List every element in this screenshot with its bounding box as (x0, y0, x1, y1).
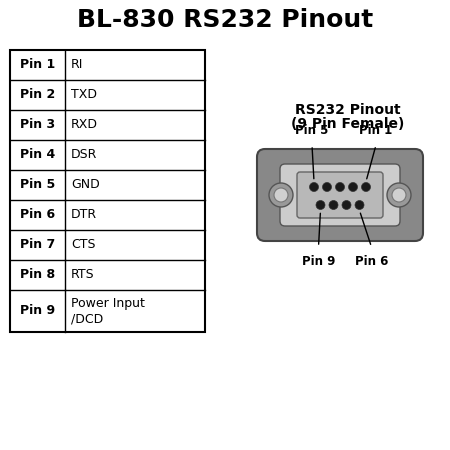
Text: Pin 1: Pin 1 (20, 58, 55, 72)
Circle shape (361, 183, 370, 192)
Circle shape (387, 183, 411, 207)
Circle shape (269, 183, 293, 207)
Circle shape (348, 183, 357, 192)
FancyBboxPatch shape (257, 149, 423, 241)
Circle shape (329, 201, 338, 210)
Circle shape (323, 183, 332, 192)
Text: TXD: TXD (71, 89, 97, 102)
Text: CTS: CTS (71, 238, 95, 252)
Text: RXD: RXD (71, 118, 98, 131)
Text: DTR: DTR (71, 208, 97, 221)
Text: GND: GND (71, 179, 100, 192)
Bar (10, 50, 205, 332)
Text: RTS: RTS (71, 269, 94, 282)
Text: DSR: DSR (71, 148, 97, 162)
Text: Power Input
/DCD: Power Input /DCD (71, 297, 145, 325)
Text: (9 Pin Female): (9 Pin Female) (291, 117, 405, 131)
Text: Pin 6: Pin 6 (355, 255, 388, 268)
Text: RI: RI (71, 58, 83, 72)
Circle shape (342, 201, 351, 210)
FancyBboxPatch shape (280, 164, 400, 226)
FancyBboxPatch shape (297, 172, 383, 218)
Text: Pin 5: Pin 5 (295, 124, 328, 137)
Text: RS232 Pinout: RS232 Pinout (295, 103, 401, 117)
Text: Pin 5: Pin 5 (20, 179, 55, 192)
Circle shape (336, 183, 345, 192)
Text: Pin 9: Pin 9 (302, 255, 335, 268)
Circle shape (392, 188, 406, 202)
Circle shape (316, 201, 325, 210)
Text: Pin 3: Pin 3 (20, 118, 55, 131)
Text: Pin 7: Pin 7 (20, 238, 55, 252)
Text: Pin 2: Pin 2 (20, 89, 55, 102)
Circle shape (355, 201, 364, 210)
Text: Pin 4: Pin 4 (20, 148, 55, 162)
Text: Pin 1: Pin 1 (360, 124, 392, 137)
Text: BL-830 RS232 Pinout: BL-830 RS232 Pinout (77, 8, 373, 32)
Circle shape (310, 183, 319, 192)
Text: Pin 8: Pin 8 (20, 269, 55, 282)
Circle shape (274, 188, 288, 202)
Text: Pin 6: Pin 6 (20, 208, 55, 221)
Text: Pin 9: Pin 9 (20, 305, 55, 318)
